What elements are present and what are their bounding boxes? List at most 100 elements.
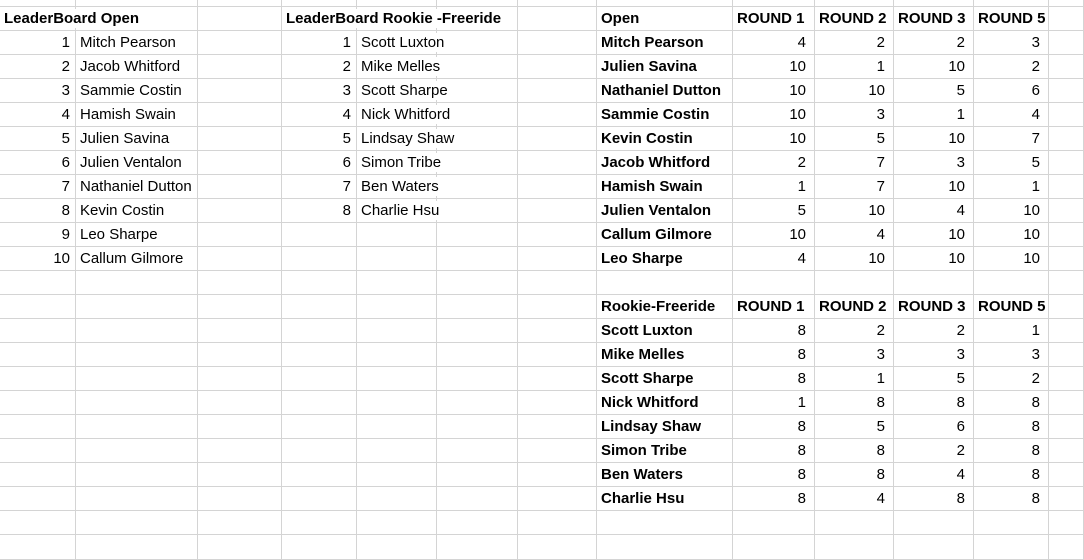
cell-r8c10[interactable]: 7 xyxy=(815,151,894,175)
cell-r4c7[interactable] xyxy=(518,55,597,79)
cell-r24c3[interactable] xyxy=(198,535,282,560)
cell-r22c11[interactable]: 8 xyxy=(894,487,974,511)
cell-r8c8[interactable]: Jacob Whitford xyxy=(597,151,733,175)
cell-r11c5[interactable] xyxy=(357,223,437,247)
cell-r5c9[interactable]: 10 xyxy=(733,79,815,103)
cell-r10c13[interactable] xyxy=(1049,199,1084,223)
cell-r15c12[interactable]: 1 xyxy=(974,319,1049,343)
cell-r16c10[interactable]: 3 xyxy=(815,343,894,367)
cell-r19c4[interactable] xyxy=(282,415,357,439)
cell-r8c11[interactable]: 3 xyxy=(894,151,974,175)
cell-r2c13[interactable] xyxy=(1049,7,1084,31)
cell-r9c6[interactable] xyxy=(437,175,518,199)
cell-r12c4[interactable] xyxy=(282,247,357,271)
cell-r24c9[interactable] xyxy=(733,535,815,560)
cell-r10c2[interactable]: Kevin Costin xyxy=(76,199,198,223)
cell-r24c2[interactable] xyxy=(76,535,198,560)
cell-r8c12[interactable]: 5 xyxy=(974,151,1049,175)
cell-r9c2[interactable]: Nathaniel Dutton xyxy=(76,175,198,199)
cell-r17c3[interactable] xyxy=(198,367,282,391)
cell-r3c13[interactable] xyxy=(1049,31,1084,55)
cell-r19c3[interactable] xyxy=(198,415,282,439)
cell-r22c3[interactable] xyxy=(198,487,282,511)
cell-r23c6[interactable] xyxy=(437,511,518,535)
cell-r11c1[interactable]: 9 xyxy=(0,223,76,247)
cell-r9c4[interactable]: 7 xyxy=(282,175,357,199)
cell-r15c3[interactable] xyxy=(198,319,282,343)
cell-r1c7[interactable] xyxy=(518,0,597,7)
cell-r6c5[interactable]: Nick Whitford xyxy=(357,103,452,127)
cell-r3c2[interactable]: Mitch Pearson xyxy=(76,31,198,55)
cell-r16c12[interactable]: 3 xyxy=(974,343,1049,367)
cell-r4c4[interactable]: 2 xyxy=(282,55,357,79)
cell-r22c10[interactable]: 4 xyxy=(815,487,894,511)
cell-r10c1[interactable]: 8 xyxy=(0,199,76,223)
cell-r14c5[interactable] xyxy=(357,295,437,319)
cell-r11c6[interactable] xyxy=(437,223,518,247)
cell-r17c13[interactable] xyxy=(1049,367,1084,391)
cell-r19c9[interactable]: 8 xyxy=(733,415,815,439)
cell-r3c3[interactable] xyxy=(198,31,282,55)
cell-r15c6[interactable] xyxy=(437,319,518,343)
cell-r21c12[interactable]: 8 xyxy=(974,463,1049,487)
cell-r19c2[interactable] xyxy=(76,415,198,439)
cell-r3c11[interactable]: 2 xyxy=(894,31,974,55)
cell-r2c2[interactable] xyxy=(76,7,198,31)
cell-r2c9[interactable]: ROUND 1 xyxy=(733,7,815,31)
cell-r17c9[interactable]: 8 xyxy=(733,367,815,391)
cell-r7c5[interactable]: Lindsay Shaw xyxy=(357,127,456,151)
cell-r21c9[interactable]: 8 xyxy=(733,463,815,487)
cell-r11c12[interactable]: 10 xyxy=(974,223,1049,247)
cell-r12c13[interactable] xyxy=(1049,247,1084,271)
cell-r9c5[interactable]: Ben Waters xyxy=(357,175,440,199)
cell-r13c11[interactable] xyxy=(894,271,974,295)
cell-r14c10[interactable]: ROUND 2 xyxy=(815,295,894,319)
cell-r18c2[interactable] xyxy=(76,391,198,415)
cell-r11c10[interactable]: 4 xyxy=(815,223,894,247)
cell-r20c5[interactable] xyxy=(357,439,437,463)
cell-r24c4[interactable] xyxy=(282,535,357,560)
cell-r13c2[interactable] xyxy=(76,271,198,295)
cell-r7c3[interactable] xyxy=(198,127,282,151)
cell-r20c7[interactable] xyxy=(518,439,597,463)
cell-r5c2[interactable]: Sammie Costin xyxy=(76,79,198,103)
cell-r16c13[interactable] xyxy=(1049,343,1084,367)
cell-r2c10[interactable]: ROUND 2 xyxy=(815,7,894,31)
cell-r20c12[interactable]: 8 xyxy=(974,439,1049,463)
cell-r13c13[interactable] xyxy=(1049,271,1084,295)
cell-r12c7[interactable] xyxy=(518,247,597,271)
cell-r8c13[interactable] xyxy=(1049,151,1084,175)
cell-r4c13[interactable] xyxy=(1049,55,1084,79)
cell-r9c11[interactable]: 10 xyxy=(894,175,974,199)
cell-r15c2[interactable] xyxy=(76,319,198,343)
cell-r11c8[interactable]: Callum Gilmore xyxy=(597,223,733,247)
cell-r24c1[interactable] xyxy=(0,535,76,560)
cell-r21c13[interactable] xyxy=(1049,463,1084,487)
cell-r14c12[interactable]: ROUND 5 xyxy=(974,295,1049,319)
cell-r11c7[interactable] xyxy=(518,223,597,247)
cell-r15c13[interactable] xyxy=(1049,319,1084,343)
cell-r1c3[interactable] xyxy=(198,0,282,7)
cell-r21c6[interactable] xyxy=(437,463,518,487)
cell-r7c2[interactable]: Julien Savina xyxy=(76,127,198,151)
cell-r15c1[interactable] xyxy=(0,319,76,343)
cell-r10c9[interactable]: 5 xyxy=(733,199,815,223)
cell-r22c2[interactable] xyxy=(76,487,198,511)
cell-r23c3[interactable] xyxy=(198,511,282,535)
cell-r12c11[interactable]: 10 xyxy=(894,247,974,271)
cell-r7c6[interactable] xyxy=(437,127,518,151)
cell-r10c10[interactable]: 10 xyxy=(815,199,894,223)
cell-r13c5[interactable] xyxy=(357,271,437,295)
cell-r24c7[interactable] xyxy=(518,535,597,560)
cell-r5c10[interactable]: 10 xyxy=(815,79,894,103)
cell-r9c7[interactable] xyxy=(518,175,597,199)
cell-r22c8[interactable]: Charlie Hsu xyxy=(597,487,733,511)
cell-r16c2[interactable] xyxy=(76,343,198,367)
cell-r8c9[interactable]: 2 xyxy=(733,151,815,175)
cell-r6c4[interactable]: 4 xyxy=(282,103,357,127)
cell-r18c12[interactable]: 8 xyxy=(974,391,1049,415)
cell-r5c3[interactable] xyxy=(198,79,282,103)
cell-r12c12[interactable]: 10 xyxy=(974,247,1049,271)
cell-r3c7[interactable] xyxy=(518,31,597,55)
cell-r23c13[interactable] xyxy=(1049,511,1084,535)
